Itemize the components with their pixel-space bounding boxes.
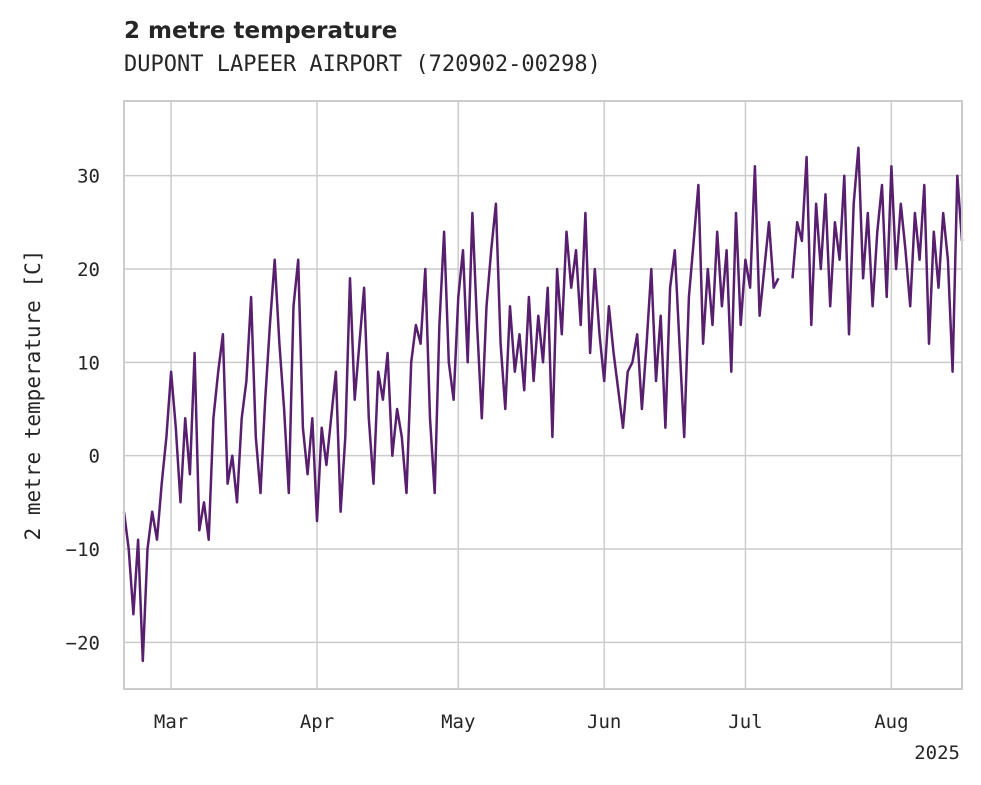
chart-subtitle: DUPONT LAPEER AIRPORT (720902-00298) [124, 52, 601, 77]
temperature-series-line [791, 146, 964, 373]
x-tick-label: May [441, 711, 475, 733]
chart-title: 2 metre temperature [124, 18, 398, 44]
y-tick-label: −10 [66, 539, 100, 561]
x-tick-label: Aug [874, 711, 908, 733]
grid [124, 101, 962, 689]
temperature-series-line [122, 165, 780, 663]
y-tick-label: 20 [77, 259, 100, 281]
series-lines [122, 146, 964, 663]
y-tick-labels: −20 −10 0 10 20 30 [66, 166, 100, 655]
y-tick-label: 30 [77, 166, 100, 188]
x-tick-label: Apr [300, 711, 334, 733]
plot-frame [123, 100, 963, 690]
x-year-label: 2025 [914, 742, 960, 764]
y-axis-label: 2 metre temperature [C] [21, 250, 45, 541]
y-tick-label: 0 [89, 446, 100, 468]
y-tick-label: −20 [66, 632, 100, 654]
x-tick-label: Mar [154, 711, 188, 733]
x-tick-label: Jun [587, 711, 621, 733]
x-tick-label: Jul [728, 711, 762, 733]
x-tick-labels: Mar Apr May Jun Jul Aug [154, 711, 909, 733]
y-tick-label: 10 [77, 352, 100, 374]
